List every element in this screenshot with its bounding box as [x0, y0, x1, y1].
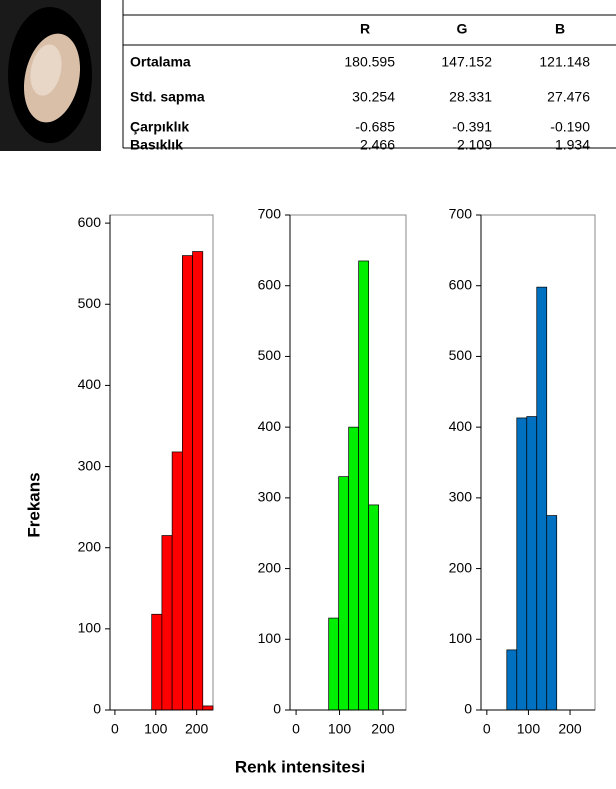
x-tick-label: 100 — [328, 721, 352, 737]
page: Frekans Renk intensitesi R G B Ortalama 180.… — [0, 0, 616, 789]
y-tick-label: 100 — [449, 630, 473, 646]
y-tick-label: 700 — [449, 206, 473, 222]
y-tick-label: 100 — [258, 630, 282, 646]
x-tick-label: 0 — [111, 721, 119, 737]
y-tick-label: 500 — [449, 347, 473, 363]
cell: 180.595 — [344, 54, 395, 70]
y-tick-label: 700 — [258, 206, 282, 222]
bar — [359, 261, 369, 710]
x-tick-label: 0 — [292, 721, 300, 737]
y-tick-label: 300 — [449, 489, 473, 505]
figure: Frekans Renk intensitesi R G B Ortalama 180.… — [0, 0, 616, 784]
cell: -0.190 — [550, 119, 590, 135]
x-axis-label: Renk intensitesi — [235, 757, 365, 776]
bar — [152, 614, 162, 710]
y-tick-label: 600 — [258, 276, 282, 292]
bar — [203, 706, 213, 710]
row-label: Ortalama — [130, 54, 191, 70]
cell: 27.476 — [547, 89, 590, 105]
y-tick-label: 500 — [78, 295, 102, 311]
y-tick-label: 300 — [258, 489, 282, 505]
bar — [537, 287, 547, 710]
cell: 121.148 — [539, 54, 590, 70]
x-tick-label: 200 — [185, 721, 209, 737]
bar — [182, 256, 192, 710]
cell: 147.152 — [441, 54, 492, 70]
y-tick-label: 600 — [449, 276, 473, 292]
column-header: G — [457, 21, 468, 37]
x-tick-label: 200 — [371, 721, 395, 737]
bar — [329, 618, 339, 710]
row-label: Basıklık — [130, 137, 183, 153]
y-tick-label: 500 — [258, 347, 282, 363]
y-tick-label: 0 — [273, 701, 281, 717]
y-tick-label: 200 — [258, 559, 282, 575]
bar — [547, 516, 557, 710]
column-header: R — [360, 21, 370, 37]
row-label: Çarpıklık — [130, 119, 189, 135]
y-tick-label: 300 — [78, 457, 102, 473]
bar — [369, 505, 379, 710]
bar — [349, 427, 359, 710]
bar — [527, 417, 537, 710]
bar — [162, 536, 172, 710]
bar — [193, 252, 203, 710]
y-tick-label: 400 — [449, 418, 473, 434]
y-tick-label: 400 — [258, 418, 282, 434]
bar — [517, 418, 527, 710]
y-tick-label: 200 — [449, 559, 473, 575]
cell: 1.934 — [555, 137, 590, 153]
cell: -0.391 — [452, 119, 492, 135]
cell: 2.109 — [457, 137, 492, 153]
x-tick-label: 200 — [558, 721, 582, 737]
cell: 30.254 — [352, 89, 395, 105]
cell: 28.331 — [449, 89, 492, 105]
column-header: B — [555, 21, 565, 37]
y-axis-label: Frekans — [24, 472, 43, 537]
y-tick-label: 400 — [78, 376, 102, 392]
cell: -0.685 — [355, 119, 395, 135]
y-tick-label: 600 — [78, 214, 102, 230]
x-tick-label: 0 — [483, 721, 491, 737]
row-label: Std. sapma — [130, 89, 205, 105]
y-tick-label: 200 — [78, 538, 102, 554]
y-tick-label: 100 — [78, 620, 102, 636]
cell: 2.466 — [360, 137, 395, 153]
y-tick-label: 0 — [93, 701, 101, 717]
bar — [507, 650, 517, 710]
x-tick-label: 100 — [144, 721, 168, 737]
bar — [339, 477, 349, 710]
bar — [172, 452, 182, 710]
x-tick-label: 100 — [517, 721, 541, 737]
y-tick-label: 0 — [464, 701, 472, 717]
